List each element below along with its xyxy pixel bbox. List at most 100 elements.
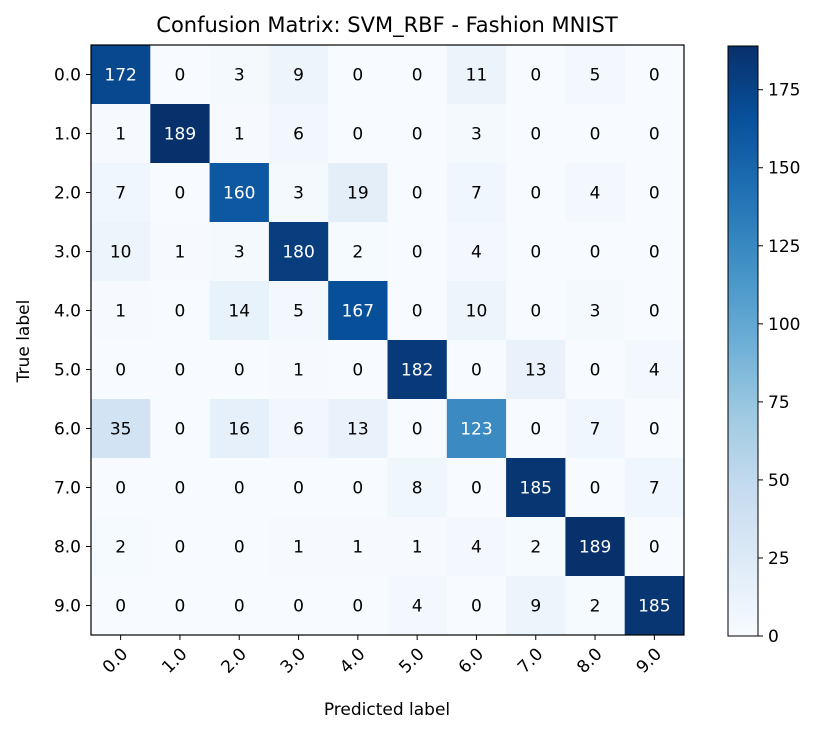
heatmap-cell	[387, 222, 448, 282]
cell-value-label: 6	[293, 420, 304, 440]
heatmap-cell	[446, 458, 507, 518]
heatmap-cell	[624, 399, 685, 459]
heatmap-cell	[328, 576, 388, 636]
colorbar-tick-label: 175	[768, 81, 800, 101]
cell-value-label: 5	[293, 302, 304, 322]
cell-value-label: 0	[530, 184, 541, 204]
heatmap-cell	[387, 399, 448, 459]
cell-value-label: 0	[352, 66, 363, 86]
x-tick-label: 0.0	[99, 644, 132, 677]
cell-value-label: 3	[234, 243, 245, 263]
cell-value-label: 1	[412, 538, 423, 558]
heatmap-cell	[150, 517, 211, 577]
x-tick-label: 6.0	[455, 644, 488, 677]
cell-value-label: 7	[649, 479, 660, 499]
cell-value-label: 4	[471, 538, 482, 558]
y-axis-ticks: 0.0 1.0 2.0 3.0 4.0 5.0 6.0 7.0 8.0 9.0	[54, 66, 91, 617]
cell-value-label: 189	[164, 125, 196, 145]
colorbar-tick-label: 25	[768, 549, 790, 569]
heatmap-cell	[150, 45, 211, 105]
heatmap-cell	[565, 281, 626, 341]
heatmap-cell	[268, 163, 329, 223]
heatmap-cell	[328, 399, 388, 459]
cell-value-label: 0	[115, 361, 126, 381]
heatmap-cell	[91, 104, 151, 164]
cell-value-label: 0	[471, 479, 482, 499]
cell-value-label: 0	[234, 538, 245, 558]
cell-value-label: 0	[175, 479, 186, 499]
cell-value-label: 2	[115, 538, 126, 558]
heatmap-cell	[268, 399, 329, 459]
x-tick-label: 5.0	[395, 644, 428, 677]
cell-value-label: 0	[234, 597, 245, 617]
heatmap-cell	[506, 281, 566, 341]
cell-value-label: 0	[352, 479, 363, 499]
cell-value-label: 0	[590, 361, 601, 381]
cell-value-label: 19	[347, 184, 369, 204]
heatmap-cell	[91, 399, 151, 459]
heatmap-cell	[624, 458, 685, 518]
colorbar-tick-label: 125	[768, 237, 800, 257]
heatmap-cell	[446, 517, 507, 577]
cell-value-label: 14	[228, 302, 250, 322]
cell-value-label: 189	[579, 538, 611, 558]
cell-value-label: 185	[638, 597, 670, 617]
colorbar-tick-label: 50	[768, 471, 790, 491]
colorbar-tick-label: 100	[768, 315, 800, 335]
cell-value-label: 0	[530, 243, 541, 263]
heatmap-cell	[209, 340, 270, 400]
cell-value-label: 0	[590, 479, 601, 499]
x-axis-label: Predicted label	[324, 700, 450, 720]
heatmap-cell	[446, 576, 507, 636]
cell-value-label: 0	[412, 243, 423, 263]
heatmap-cell	[506, 517, 566, 577]
heatmap-cell	[91, 517, 151, 577]
cell-value-label: 0	[175, 302, 186, 322]
cell-value-label: 0	[412, 302, 423, 322]
heatmap-cell	[446, 399, 507, 459]
heatmap-cell	[446, 281, 507, 341]
heatmap-cell	[209, 281, 270, 341]
cell-value-label: 0	[530, 302, 541, 322]
x-tick-label: 8.0	[573, 644, 606, 677]
heatmap-cell	[506, 399, 566, 459]
cell-value-label: 0	[530, 66, 541, 86]
cell-value-label: 10	[466, 302, 488, 322]
heatmap-cell	[91, 458, 151, 518]
cell-value-label: 0	[590, 125, 601, 145]
heatmap-cell	[565, 163, 626, 223]
cell-value-label: 0	[649, 184, 660, 204]
heatmap-cell	[328, 222, 388, 282]
cell-value-label: 0	[175, 66, 186, 86]
heatmap-cell	[209, 576, 270, 636]
heatmap-cell	[328, 517, 388, 577]
heatmap-cell	[268, 45, 329, 105]
heatmap-cell	[446, 222, 507, 282]
heatmap-cell	[150, 458, 211, 518]
heatmap-cell	[565, 458, 626, 518]
y-tick-label: 8.0	[54, 538, 81, 558]
cell-value-label: 5	[590, 66, 601, 86]
heatmap-cell	[387, 45, 448, 105]
heatmap-cell	[209, 45, 270, 105]
heatmap-cell	[268, 576, 329, 636]
cell-value-label: 11	[466, 66, 488, 86]
cell-value-label: 0	[115, 597, 126, 617]
cell-value-label: 0	[530, 125, 541, 145]
y-tick-label: 1.0	[54, 125, 81, 145]
cell-value-label: 0	[471, 597, 482, 617]
x-tick-label: 3.0	[277, 644, 310, 677]
cell-value-label: 0	[175, 420, 186, 440]
cell-value-label: 0	[649, 243, 660, 263]
y-tick-label: 3.0	[54, 243, 81, 263]
cell-value-label: 35	[110, 420, 132, 440]
cell-value-label: 1	[234, 125, 245, 145]
heatmap-cell	[624, 222, 685, 282]
heatmap-cell	[506, 45, 566, 105]
cell-value-label: 182	[401, 361, 433, 381]
cell-value-label: 2	[530, 538, 541, 558]
colorbar-ticks: 0 25 50 75 100 125 150 175	[758, 81, 800, 647]
heatmap-cell	[268, 222, 329, 282]
cell-value-label: 123	[460, 420, 492, 440]
cell-value-label: 13	[525, 361, 547, 381]
